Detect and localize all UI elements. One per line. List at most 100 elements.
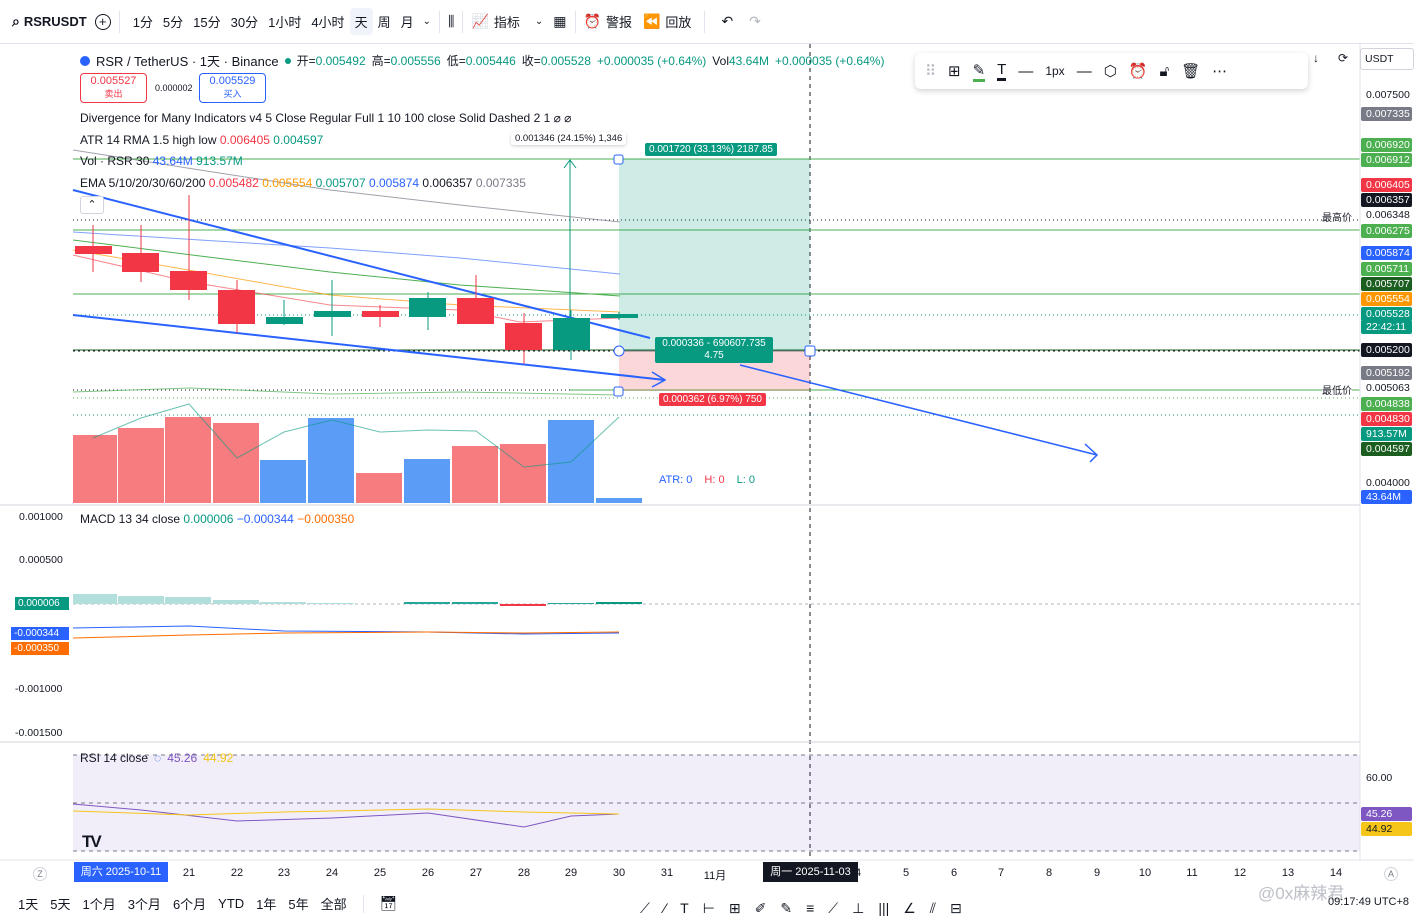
volume-ma-line	[92, 403, 620, 468]
trendline-upper[interactable]	[72, 189, 651, 339]
position-target-zone[interactable]	[619, 159, 810, 351]
volume-indicator-legend[interactable]: Vol · RSR 30 43.64M 913.57M	[80, 154, 243, 168]
interval-15m[interactable]: 15分	[193, 15, 221, 30]
redo-icon[interactable]: ↷	[749, 13, 761, 29]
chevron-down-icon[interactable]: ⌄	[422, 16, 431, 27]
currency-select[interactable]: USDT	[1360, 48, 1414, 70]
alarm-icon[interactable]: ⏰	[583, 13, 601, 29]
pencil-icon[interactable]: ✎	[972, 61, 986, 82]
drag-handle[interactable]	[613, 154, 624, 165]
divider	[362, 894, 364, 913]
angle-tool-icon[interactable]: ∠	[903, 900, 916, 916]
trendline-tool-icon[interactable]: ⟋	[640, 900, 650, 916]
buy-button[interactable]: 0.005529 买入	[199, 73, 266, 103]
more-icon[interactable]: ⋯	[1212, 63, 1228, 80]
time-tick: 28	[517, 867, 531, 879]
divergence-indicator-legend[interactable]: Divergence for Many Indicators v4 5 Clos…	[80, 111, 572, 125]
templates-icon[interactable]: ▦	[553, 13, 567, 29]
range-tool-icon[interactable]: ⊟	[950, 900, 962, 916]
brush-tool-icon[interactable]: ✎	[780, 900, 793, 916]
interval-1w[interactable]: 周	[377, 15, 391, 30]
alert-add-icon[interactable]: ⏰	[1128, 63, 1148, 80]
range-ytd[interactable]: YTD	[218, 896, 245, 911]
atr-indicator-legend[interactable]: ATR 14 RMA 1.5 high low 0.006405 0.00459…	[80, 133, 323, 147]
grid-tool-icon[interactable]: ⊞	[728, 900, 741, 916]
interval-1M[interactable]: 月	[400, 15, 414, 30]
rsi-legend[interactable]: RSI 14 close ◌ 45.26 44.92	[80, 751, 233, 765]
range-5d[interactable]: 5天	[50, 897, 71, 912]
trendline-projection[interactable]	[739, 364, 1098, 456]
refresh-icon[interactable]: ⟳	[1338, 51, 1349, 65]
trash-icon[interactable]: 🗑︎	[1181, 63, 1201, 80]
templates-icon[interactable]: ⊞	[948, 63, 961, 80]
pattern-tool-icon[interactable]: ⊥	[852, 900, 865, 916]
time-tick: 10	[1138, 867, 1152, 879]
trendline-lower[interactable]	[72, 314, 666, 381]
symbol-search[interactable]: ⌕ RSRUSDT	[0, 13, 95, 30]
interval-4h[interactable]: 4小时	[311, 15, 345, 30]
symbol-title[interactable]: RSR / TetherUS · 1天 · Binance	[96, 54, 279, 69]
low-label: 低=	[446, 54, 466, 68]
interval-1h[interactable]: 1小时	[268, 15, 302, 30]
divider	[118, 10, 120, 33]
interval-30m[interactable]: 30分	[230, 15, 259, 30]
interval-1d[interactable]: 天	[349, 8, 373, 35]
range-all[interactable]: 全部	[320, 897, 347, 912]
replay-button[interactable]: 回放	[665, 15, 692, 30]
replay-icon[interactable]: ⏪	[642, 13, 661, 29]
candle-style-icon[interactable]: ⫼	[448, 13, 455, 29]
price-tag: 0.005554	[1361, 292, 1412, 306]
interval-5m[interactable]: 5分	[162, 15, 184, 30]
range-6m[interactable]: 6个月	[172, 897, 207, 912]
fib-tool-icon[interactable]: ≡	[806, 900, 815, 916]
time-tick: 29	[564, 867, 578, 879]
arrow-down-icon[interactable]: ↓	[1313, 51, 1319, 65]
auto-scale-toggle[interactable]: A	[1384, 867, 1398, 881]
candle	[409, 298, 446, 317]
undo-icon[interactable]: ↶	[721, 13, 734, 29]
pen-tool-icon[interactable]: ✐	[754, 900, 767, 916]
time-tick: 31	[660, 867, 674, 879]
sell-button[interactable]: 0.005527 卖出	[80, 73, 147, 103]
drag-handle-icon[interactable]: ⠿	[925, 63, 936, 80]
range-1d[interactable]: 1天	[18, 897, 39, 912]
chevron-down-icon[interactable]: ⌄	[534, 16, 544, 27]
price-tag: 0.005192	[1361, 366, 1412, 380]
chart-canvas[interactable]	[0, 44, 1414, 889]
drag-handle[interactable]	[613, 345, 625, 357]
text-tool-icon[interactable]: T	[680, 900, 689, 916]
clock[interactable]: 09:17:49 UTC+8	[1328, 896, 1410, 908]
calendar-icon[interactable]: 📅︎	[379, 895, 398, 911]
range-3m[interactable]: 3个月	[127, 897, 161, 912]
indicators-button[interactable]: 指标	[493, 15, 520, 30]
low-value: 0.005446	[465, 54, 516, 68]
macd-legend[interactable]: MACD 13 34 close 0.000006 −0.000344 −0.0…	[80, 512, 354, 526]
line-style-icon[interactable]: —	[1018, 62, 1034, 80]
auto-scale-button[interactable]: Z	[33, 867, 47, 881]
range-1m[interactable]: 1个月	[82, 897, 116, 912]
indicators-icon[interactable]: 📈	[471, 13, 489, 29]
ema-indicator-legend[interactable]: EMA 5/10/20/30/60/200 0.005482 0.005554 …	[80, 176, 526, 190]
path-tool-icon[interactable]: ⟋	[828, 900, 839, 916]
line-width-label[interactable]: 1px	[1045, 64, 1065, 78]
bars-tool-icon[interactable]: |||	[878, 900, 890, 916]
range-1y[interactable]: 1年	[256, 897, 277, 912]
measure-tool-icon[interactable]: ⊢	[702, 900, 715, 916]
volume-bar	[308, 418, 354, 503]
trendline-arrow-head	[651, 371, 667, 388]
settings-icon[interactable]: ⬡	[1103, 63, 1117, 80]
line-style-icon[interactable]: —	[1076, 62, 1092, 80]
interval-1m[interactable]: 1分	[132, 15, 153, 30]
add-symbol-icon[interactable]: +	[94, 13, 111, 30]
collapse-legend-button[interactable]: ⌃	[80, 196, 104, 214]
vol-rsr-value-2: 913.57M	[196, 154, 243, 168]
drag-handle[interactable]	[804, 345, 816, 357]
text-icon[interactable]: T	[997, 61, 1007, 81]
ray-tool-icon[interactable]: ∕	[663, 900, 667, 916]
atr-value-1: 0.006405	[219, 133, 270, 147]
range-5y[interactable]: 5年	[288, 897, 309, 912]
lock-icon[interactable]: 🔓︎	[1159, 62, 1170, 80]
channel-tool-icon[interactable]: ⫽	[929, 900, 937, 916]
drag-handle[interactable]	[613, 386, 624, 397]
alert-button[interactable]: 警报	[605, 15, 632, 30]
